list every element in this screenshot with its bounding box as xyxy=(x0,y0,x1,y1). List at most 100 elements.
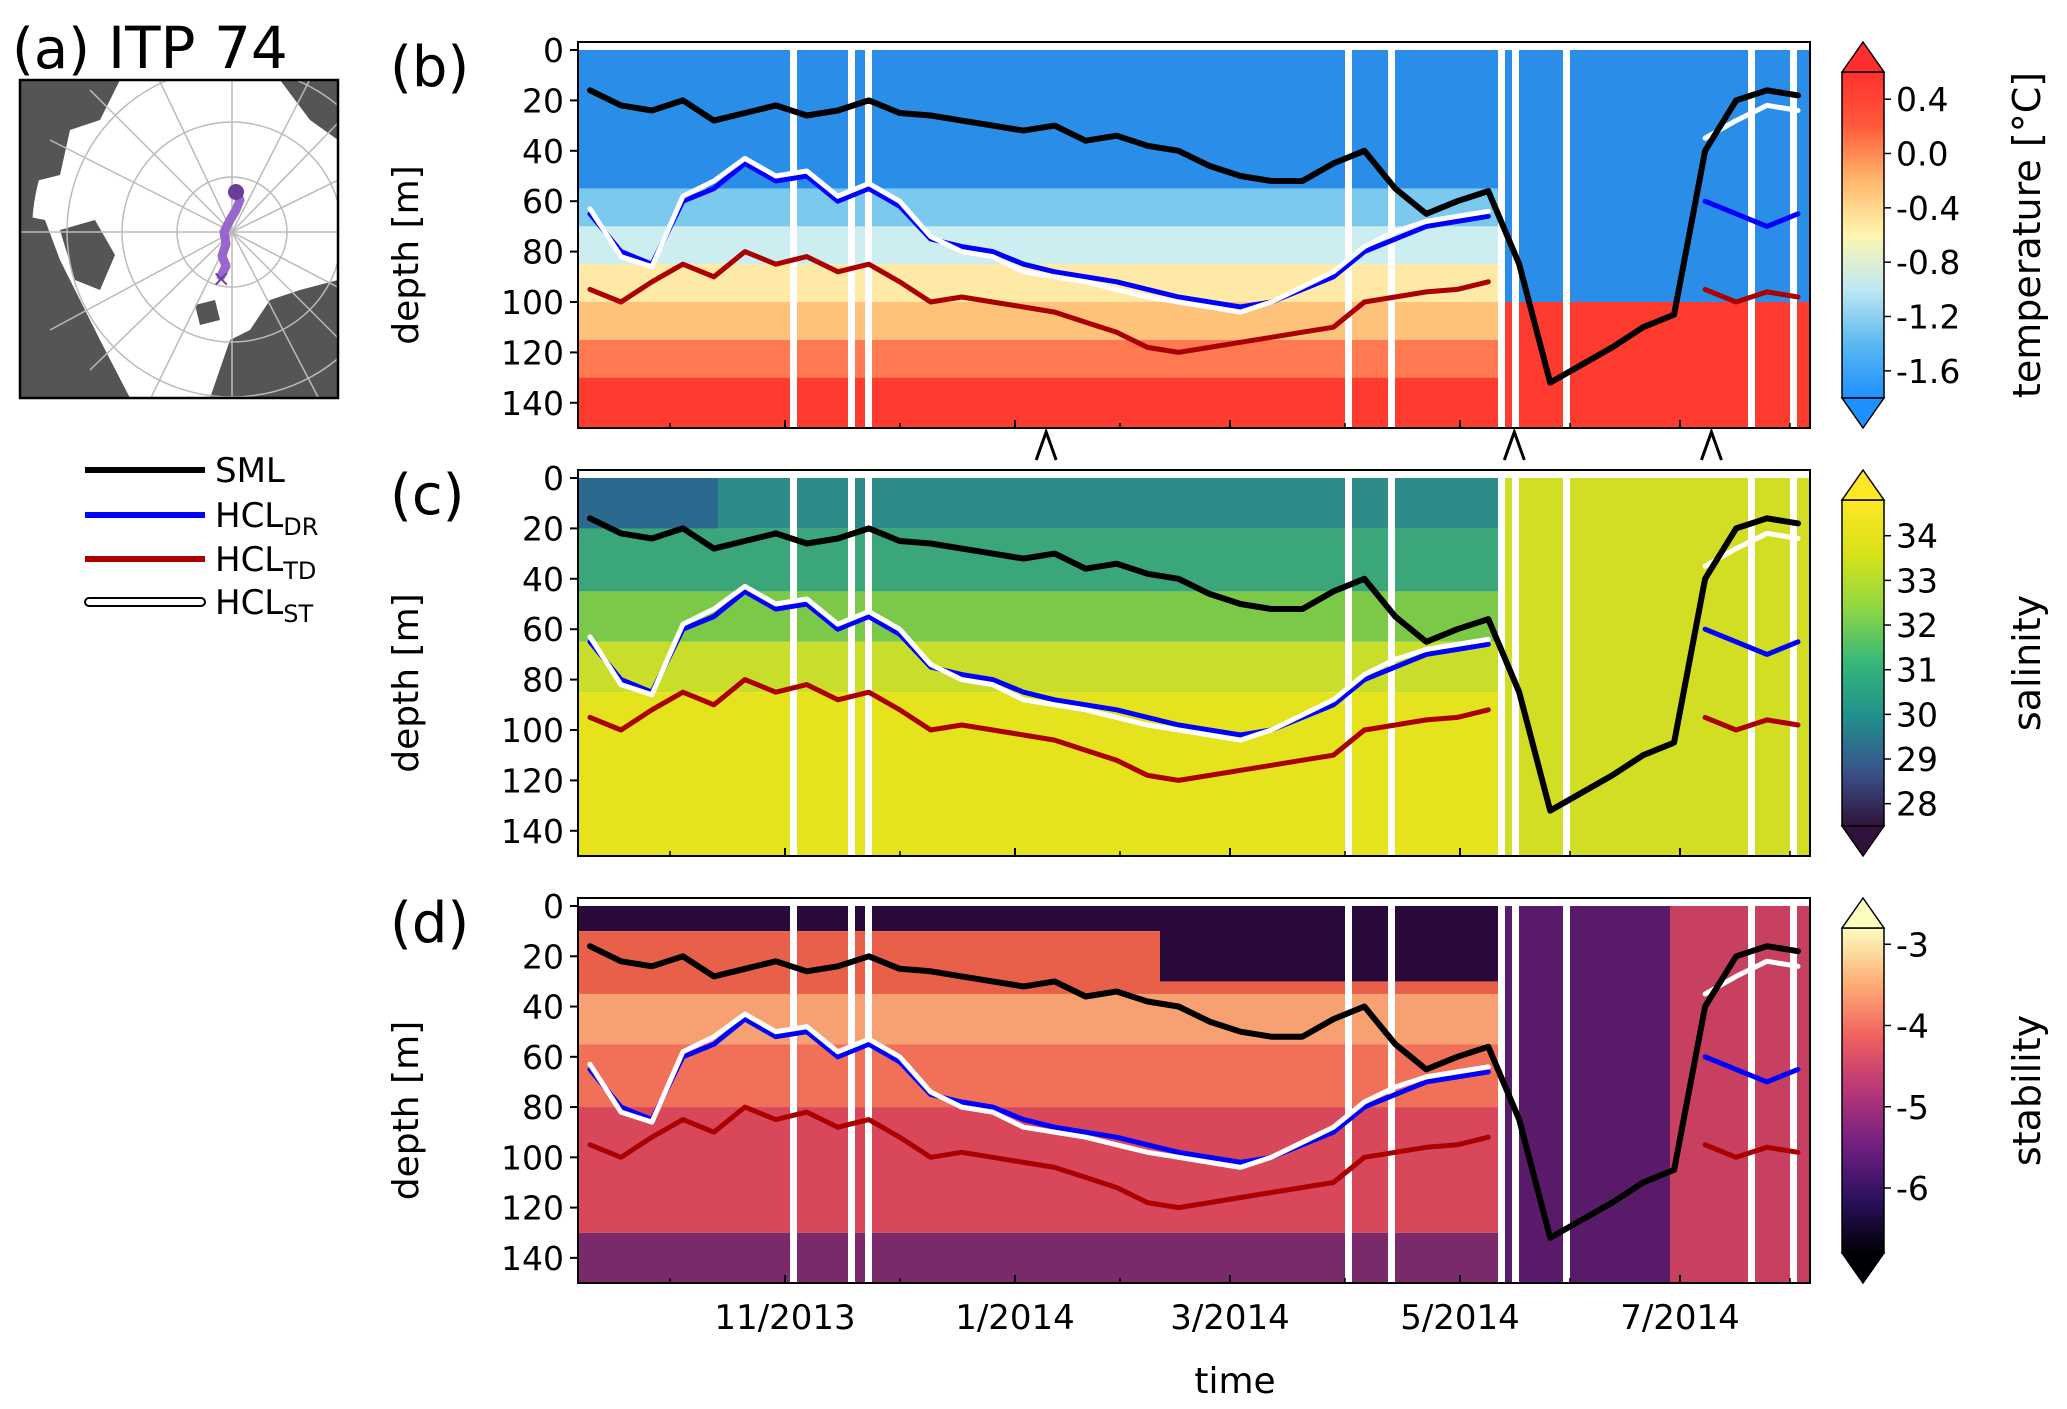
panel-c: (c) 0 20 40 60 80 100 120 140 depth [m] 34 33 32 31 30… xyxy=(386,459,2049,858)
data-gap xyxy=(865,470,872,856)
y-tick-label: 20 xyxy=(522,937,564,976)
data-gap xyxy=(1790,470,1797,856)
colorbar-tick-label: 31 xyxy=(1896,651,1938,690)
y-tick-label: 60 xyxy=(522,1038,564,1077)
axes-frame xyxy=(577,41,1811,429)
colorbar-tick-label: -3 xyxy=(1896,925,1929,964)
data-gap xyxy=(1345,470,1352,856)
y-tick-label: 60 xyxy=(522,182,564,221)
data-gap xyxy=(790,898,797,1283)
colorbar-tick-label: 29 xyxy=(1896,740,1938,779)
data-gap xyxy=(865,42,872,428)
data-gap xyxy=(1790,42,1797,428)
series-line-hcl-dr xyxy=(587,1016,1801,1165)
panel-b: (b) 0 20 40 60 80 100 120 140 depth [m] 0.4 0.0 -0.4… xyxy=(386,31,2049,461)
surface-gap xyxy=(578,42,1810,50)
series-line-sml xyxy=(587,943,1801,1241)
panel-label: (c) xyxy=(390,463,464,528)
event-arrow xyxy=(1502,427,1526,461)
itp-track xyxy=(216,187,245,281)
axes-frame xyxy=(577,897,1811,1284)
surface-gap xyxy=(578,470,1810,478)
colorbar-tick-label: -4 xyxy=(1896,1007,1929,1046)
y-tick-label: 80 xyxy=(522,1088,564,1127)
data-gap xyxy=(1512,42,1519,428)
heatmap-band xyxy=(1500,50,1810,302)
colorbar: -3 -4 -5 -6 stability xyxy=(1840,896,2049,1285)
colorbar: 0.4 0.0 -0.4 -0.8 -1.2 -1.6 temperature [°C] xyxy=(1840,40,2049,430)
data-gap xyxy=(790,470,797,856)
y-tick-label: 80 xyxy=(522,661,564,700)
y-tick-label: 80 xyxy=(522,233,564,272)
colorbar-label: stability xyxy=(2005,1015,2049,1166)
legend-hcl-dr: HCLDR xyxy=(215,496,318,541)
data-gap xyxy=(1345,42,1352,428)
y-axis-label: depth [m] xyxy=(386,1021,427,1200)
x-tick-label: 5/2014 xyxy=(1400,1298,1520,1338)
y-tick-label: 140 xyxy=(501,812,564,851)
heatmap-band xyxy=(1160,906,1500,982)
panel-a-label: (a) xyxy=(12,17,90,82)
x-tick-label: 3/2014 xyxy=(1170,1298,1290,1338)
y-tick-label: 40 xyxy=(522,560,564,599)
y-tick-label: 60 xyxy=(522,610,564,649)
axes-frame xyxy=(577,469,1811,857)
y-axis-label: depth [m] xyxy=(386,593,427,772)
x-tick-label: 1/2014 xyxy=(955,1298,1075,1338)
y-tick-label: 40 xyxy=(522,132,564,171)
series-line-sml xyxy=(587,87,1801,386)
heatmap-band xyxy=(1500,906,1670,1283)
colorbar: 34 33 32 31 30 29 28 salinity xyxy=(1840,468,2049,858)
y-axis-label: depth [m] xyxy=(386,165,427,344)
event-arrow xyxy=(1700,427,1723,461)
colorbar-tick-label: 30 xyxy=(1896,695,1938,734)
data-gap xyxy=(1563,42,1570,428)
heatmap-band xyxy=(1670,906,1810,1283)
y-tick-label: 0 xyxy=(543,31,564,70)
series-line-hcl-td xyxy=(587,249,1801,355)
arctic-map: × xyxy=(20,80,338,398)
data-gap xyxy=(848,898,855,1283)
y-tick-label: 40 xyxy=(522,988,564,1027)
heatmap-band xyxy=(1500,478,1810,856)
y-tick-label: 100 xyxy=(501,711,564,750)
colorbar-tick-label: -0.8 xyxy=(1896,243,1960,282)
colorbar-tick-label: 32 xyxy=(1896,606,1938,645)
colorbar-tick-label: -6 xyxy=(1896,1169,1929,1208)
y-tick-label: 100 xyxy=(501,283,564,322)
data-gap xyxy=(1790,898,1797,1283)
colorbar-tick-label: 33 xyxy=(1896,561,1938,600)
panel-a: (a) ITP 74 xyxy=(12,14,340,400)
legend-sml: SML xyxy=(215,451,285,491)
colorbar-tick-label: 0.4 xyxy=(1896,80,1948,119)
data-gap xyxy=(1345,898,1352,1283)
y-tick-label: 140 xyxy=(501,384,564,423)
legend-hcl-td: HCLTD xyxy=(215,540,316,585)
legend: SML HCLDR HCLTD HCLST xyxy=(84,451,318,628)
time-axis-label: time xyxy=(1194,1361,1275,1402)
data-gap xyxy=(848,470,855,856)
y-tick-label: 20 xyxy=(522,81,564,120)
colorbar-tick-label: -1.6 xyxy=(1896,352,1960,391)
panel-label: (d) xyxy=(390,891,469,956)
series-line-hcl-td xyxy=(587,677,1801,783)
data-gap xyxy=(1748,898,1755,1283)
data-gap xyxy=(1748,470,1755,856)
legend-hcl-st: HCLST xyxy=(215,583,313,628)
x-tick-label: 7/2014 xyxy=(1620,1298,1740,1338)
data-gap xyxy=(848,42,855,428)
data-gap xyxy=(1498,470,1505,856)
data-gap xyxy=(1748,42,1755,428)
colorbar-tick-label: -0.4 xyxy=(1896,189,1960,228)
colorbar-label: temperature [°C] xyxy=(2005,72,2049,398)
colorbar-tick-label: -1.2 xyxy=(1896,298,1960,337)
y-tick-label: 120 xyxy=(501,333,564,372)
y-tick-label: 140 xyxy=(501,1239,564,1278)
panel-label: (b) xyxy=(390,35,469,100)
event-arrow xyxy=(1034,427,1058,461)
series-line-sml xyxy=(587,515,1801,814)
series-line-hcl-td xyxy=(587,1104,1801,1211)
colorbar-tick-label: 34 xyxy=(1896,517,1938,556)
data-gap xyxy=(1498,898,1505,1283)
y-tick-label: 120 xyxy=(501,761,564,800)
